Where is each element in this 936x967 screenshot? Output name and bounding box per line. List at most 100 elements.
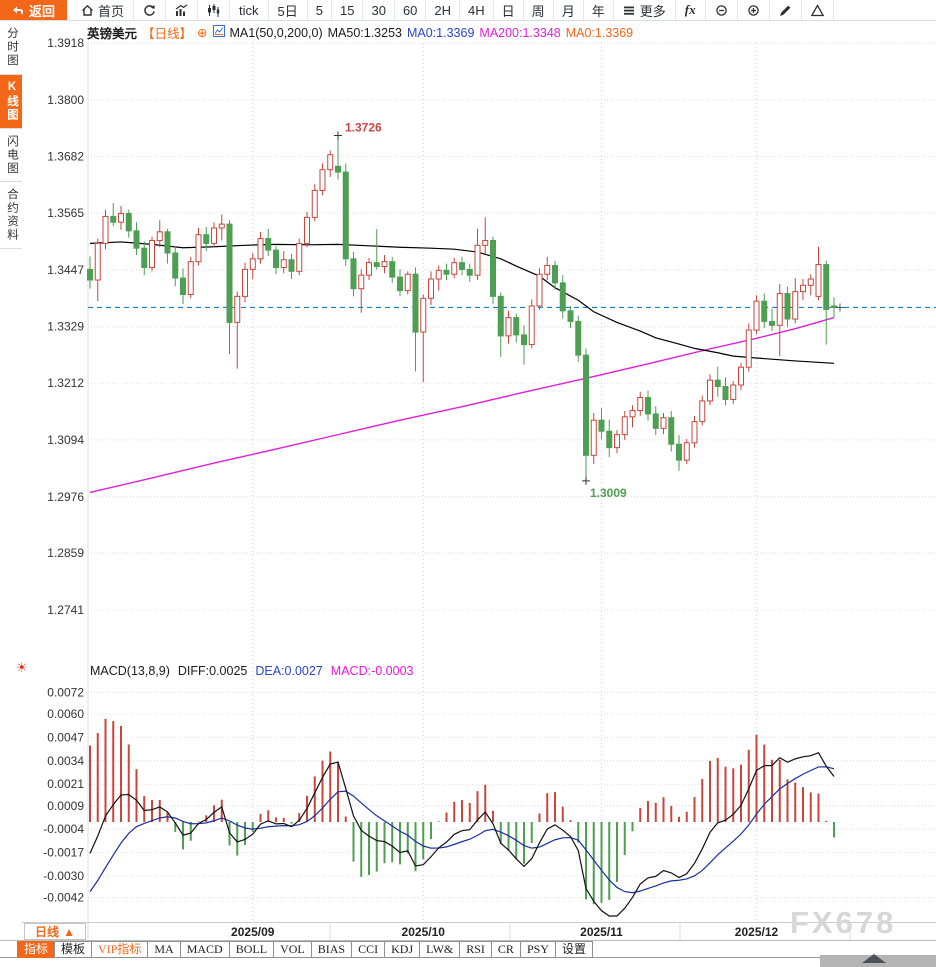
interval-4h-label: 4H <box>468 2 485 18</box>
interval-month[interactable]: 月 <box>554 0 584 20</box>
tab-boll[interactable]: BOLL <box>228 941 275 958</box>
tab-lwr[interactable]: LW& <box>419 941 461 958</box>
svg-text:1.3212: 1.3212 <box>47 376 84 390</box>
svg-text:0.0034: 0.0034 <box>47 754 84 768</box>
svg-text:0.0009: 0.0009 <box>47 799 84 813</box>
expand-arrow-icon <box>862 954 886 963</box>
indicator-settings-icon[interactable]: ☀ <box>16 660 28 675</box>
chart-header-seg-4: MA1(50,0,200,0) <box>229 25 323 40</box>
svg-text:0.0072: 0.0072 <box>47 685 84 699</box>
macd-header-seg-3: MACD:-0.0003 <box>330 664 414 678</box>
tab-templates[interactable]: 模板 <box>54 941 93 958</box>
interval-week[interactable]: 周 <box>524 0 554 20</box>
candle-chart-button[interactable] <box>198 0 231 20</box>
tab-rsi[interactable]: RSI <box>459 941 492 958</box>
chart-header-seg-7: MA200:1.3348 <box>479 25 561 40</box>
home-button-label: 首页 <box>98 3 125 19</box>
zoom-out-button[interactable] <box>706 0 738 20</box>
indicator-tabbar: 指标 模板 VIP指标 MA MACD BOLL VOL BIAS CCI KDJ LW& RSI CR… <box>17 941 593 958</box>
interval-day[interactable]: 日 <box>494 0 524 20</box>
interval-4h[interactable]: 4H <box>460 0 494 20</box>
interval-5-label: 5 <box>315 2 323 18</box>
svg-text:1.3009: 1.3009 <box>590 486 627 500</box>
indicator-fx-button[interactable]: fx <box>676 0 706 20</box>
tab-cr[interactable]: CR <box>490 941 521 958</box>
macd-header: MACD(13,8,9) DIFF:0.0025 DEA:0.0027 MACD:-0… <box>90 664 413 678</box>
interval-2h[interactable]: 2H <box>426 0 461 20</box>
sidebar-item-lightning-chart[interactable]: 闪电图 <box>0 128 22 182</box>
chart-header: 英镑美元 【日线】 ⊕ MA1(50,0,200,0) MA50:1.3253 MA0:1… <box>87 23 633 42</box>
svg-text:1.3726: 1.3726 <box>345 120 382 134</box>
tab-cci[interactable]: CCI <box>351 941 386 958</box>
chart-header-seg-8: MA0:1.3369 <box>565 25 634 40</box>
chart-header-seg-2: ⊕ <box>197 26 208 40</box>
interval-month-label: 月 <box>561 3 575 19</box>
home-button[interactable]: 首页 <box>72 0 135 20</box>
back-button[interactable]: 返回 <box>0 0 68 20</box>
svg-text:2025/12: 2025/12 <box>735 925 779 939</box>
svg-text:-0.0042: -0.0042 <box>43 891 84 905</box>
svg-text:2025/11: 2025/11 <box>580 925 623 939</box>
back-icon <box>12 4 25 17</box>
tab-vip-indicators[interactable]: VIP指标 <box>91 941 149 958</box>
tab-macd[interactable]: MACD <box>179 941 230 958</box>
macd-header-seg-2: DEA:0.0027 <box>255 664 323 678</box>
macd-header-seg-1: DIFF:0.0025 <box>177 664 248 678</box>
zoom-in-icon <box>747 4 760 17</box>
tab-kdj[interactable]: KDJ <box>384 941 421 958</box>
svg-text:1.3447: 1.3447 <box>47 263 84 277</box>
panel-expander-scrollbar[interactable] <box>820 954 936 967</box>
mini-chart-icon <box>212 25 225 40</box>
interval-5[interactable]: 5 <box>308 0 332 20</box>
bar-chart-icon <box>175 3 188 17</box>
chart-header-seg-6: MA0:1.3369 <box>406 25 475 40</box>
svg-text:-0.0004: -0.0004 <box>43 822 84 836</box>
tab-settings[interactable]: 设置 <box>554 941 593 958</box>
more-button[interactable]: 更多 <box>614 0 676 20</box>
chart-type-sidebar: 分时图 K线图 闪电图 合约资料 <box>0 21 22 249</box>
home-icon <box>81 4 94 17</box>
interval-tick[interactable]: tick <box>230 0 269 20</box>
interval-year-label: 年 <box>591 3 605 19</box>
svg-text:0.0021: 0.0021 <box>47 777 84 791</box>
top-toolbar: 返回 首页 tick 5日 5 15 30 60 2H 4H 日周月年 更多 fx <box>0 0 936 21</box>
chart-header-seg-5: MA50:1.3253 <box>327 25 402 40</box>
svg-text:0.0060: 0.0060 <box>47 707 84 721</box>
indicator-fx-button-label: fx <box>684 2 696 17</box>
interval-5d[interactable]: 5日 <box>269 0 308 20</box>
interval-60[interactable]: 60 <box>395 0 427 20</box>
svg-text:1.2741: 1.2741 <box>47 603 84 617</box>
interval-2h-label: 2H <box>434 2 452 18</box>
svg-text:1.2859: 1.2859 <box>47 546 84 560</box>
svg-text:2025/10: 2025/10 <box>402 925 446 939</box>
interval-60-label: 60 <box>402 2 418 18</box>
sidebar-item-kline-chart[interactable]: K线图 <box>0 74 22 129</box>
menu-icon <box>623 4 636 17</box>
sidebar-item-contract-info[interactable]: 合约资料 <box>0 182 22 249</box>
interval-year[interactable]: 年 <box>584 0 614 20</box>
interval-tick-label: tick <box>239 2 259 18</box>
svg-text:1.3800: 1.3800 <box>47 93 84 107</box>
refresh-button[interactable] <box>134 0 167 20</box>
tab-psy[interactable]: PSY <box>519 941 556 958</box>
sidebar-item-timeshare-chart[interactable]: 分时图 <box>0 21 22 75</box>
tab-ma[interactable]: MA <box>147 941 181 958</box>
svg-text:1.2976: 1.2976 <box>47 490 84 504</box>
bar-chart-button[interactable] <box>166 0 199 20</box>
period-label: 日线 <box>35 925 60 939</box>
draw-button[interactable] <box>770 0 802 20</box>
interval-15-label: 15 <box>340 2 355 18</box>
interval-30-label: 30 <box>371 2 386 18</box>
interval-30[interactable]: 30 <box>363 0 395 20</box>
tab-vol[interactable]: VOL <box>273 941 312 958</box>
period-selector[interactable]: 日线 ▲ <box>24 923 86 940</box>
zoom-in-button[interactable] <box>738 0 770 20</box>
chevron-up-icon: ▲ <box>63 924 75 939</box>
tab-indicators[interactable]: 指标 <box>17 941 56 958</box>
interval-15[interactable]: 15 <box>332 0 364 20</box>
shapes-button[interactable] <box>802 0 834 20</box>
svg-text:1.3329: 1.3329 <box>47 320 84 334</box>
candle-chart-icon <box>207 3 220 17</box>
tab-bias[interactable]: BIAS <box>310 941 353 958</box>
